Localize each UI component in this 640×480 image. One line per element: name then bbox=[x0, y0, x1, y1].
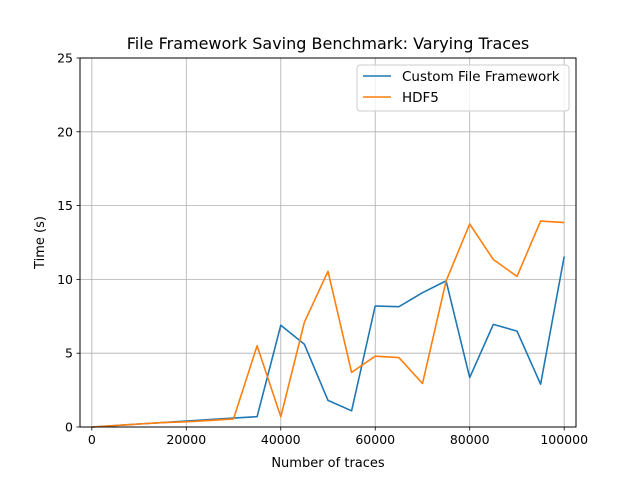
y-axis-label: Time (s) bbox=[33, 216, 48, 270]
series-line-1 bbox=[92, 256, 565, 428]
x-tick-label: 20000 bbox=[166, 432, 206, 447]
series-line-2 bbox=[92, 220, 565, 428]
grid bbox=[80, 57, 576, 428]
legend-label-1: Custom File Framework bbox=[402, 69, 560, 85]
x-tick-label: 0 bbox=[88, 432, 96, 447]
x-tick-label: 100000 bbox=[540, 432, 588, 447]
x-axis-label: Number of traces bbox=[271, 456, 385, 471]
y-tick-label: 20 bbox=[57, 124, 73, 139]
legend-box bbox=[356, 64, 570, 112]
chart-title: File Framework Saving Benchmark: Varying… bbox=[127, 34, 530, 53]
legend: Custom File Framework HDF5 bbox=[356, 64, 570, 112]
y-tick-label: 25 bbox=[57, 51, 73, 66]
axis-ticks: 0 20000 40000 60000 80000 100000 0 5 10 15 20 25 bbox=[57, 51, 588, 448]
x-tick-label: 40000 bbox=[261, 432, 301, 447]
y-tick-label: 5 bbox=[65, 346, 73, 361]
series-lines bbox=[92, 220, 565, 428]
x-tick-label: 60000 bbox=[355, 432, 395, 447]
y-tick-label: 10 bbox=[57, 272, 73, 287]
x-tick-label: 80000 bbox=[450, 432, 490, 447]
plot-frame bbox=[79, 57, 577, 428]
y-tick-label: 0 bbox=[65, 420, 73, 435]
y-tick-label: 15 bbox=[57, 198, 73, 213]
legend-label-2: HDF5 bbox=[402, 90, 439, 106]
